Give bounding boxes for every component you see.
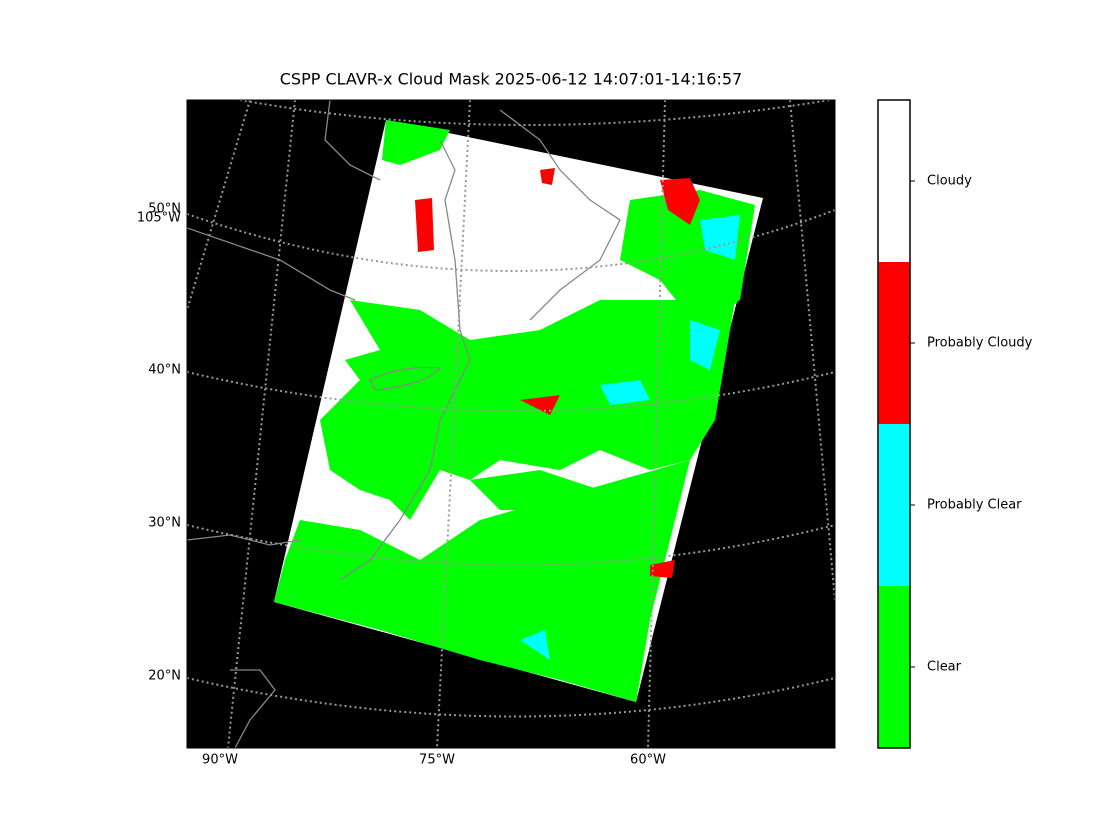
lat-label: 40°N: [148, 363, 181, 378]
lat-label: 50°N: [148, 202, 181, 217]
graticule: [187, 100, 835, 748]
lon-label: 60°W: [630, 753, 666, 768]
colorbar-label: Clear: [927, 660, 962, 675]
colorbar-segment: [878, 424, 910, 586]
colorbar-frame: [877, 99, 911, 749]
colorbar-label: Probably Clear: [927, 498, 1022, 513]
colorbar-label: Probably Cloudy: [927, 336, 1033, 351]
colorbar-segment: [878, 262, 910, 424]
map: [187, 100, 835, 748]
lon-label: 105°W: [137, 211, 181, 226]
probably-cloudy-areas: [415, 168, 700, 578]
colorbar-segment: [878, 100, 910, 262]
clear-areas: [274, 120, 755, 702]
lon-label: 75°W: [419, 753, 455, 768]
map-frame: [186, 99, 836, 749]
lon-label: 90°W: [202, 753, 238, 768]
colorbar-segment: [878, 586, 910, 748]
colorbar: Clear Probably Clear Probably Cloudy Cloudy: [877, 99, 1033, 749]
title: CSPP CLAVR-x Cloud Mask 2025-06-12 14:07…: [280, 70, 742, 89]
lat-label: 30°N: [148, 516, 181, 531]
colorbar-label: Cloudy: [927, 174, 972, 189]
lat-label: 20°N: [148, 669, 181, 684]
coastlines: [187, 100, 621, 748]
